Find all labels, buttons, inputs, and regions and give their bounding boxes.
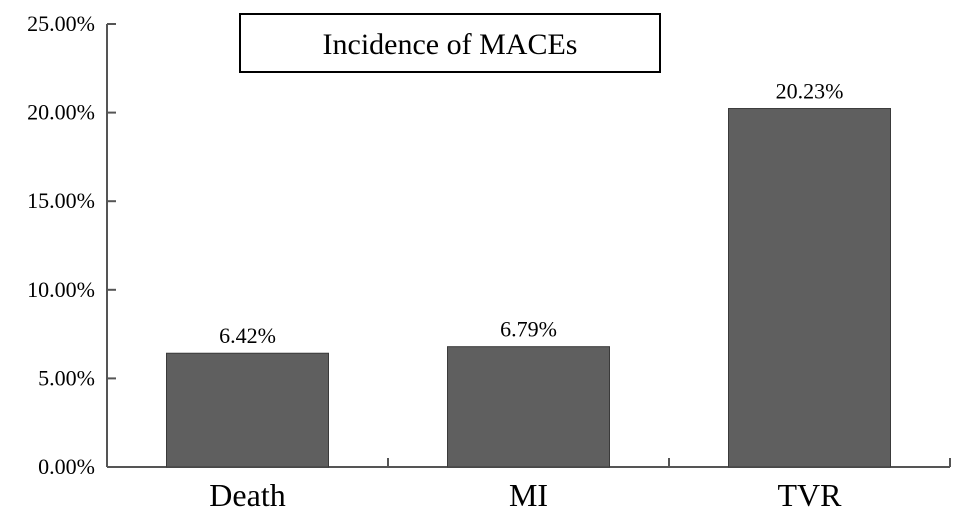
bar-death: [166, 352, 329, 468]
bar-mi: [447, 346, 610, 468]
data-label-tvr: 20.23%: [776, 79, 844, 104]
data-label-death: 6.42%: [219, 323, 276, 348]
y-tick-label-2: 10.00%: [27, 277, 95, 302]
y-tick-label-3: 15.00%: [27, 188, 95, 213]
x-tick-label-death: Death: [209, 477, 285, 513]
y-tick-label-4: 20.00%: [27, 100, 95, 125]
bar-tvr: [728, 108, 891, 468]
x-tick-label-mi: MI: [509, 477, 548, 513]
y-tick-label-1: 5.00%: [38, 365, 95, 390]
y-tick-label-5: 25.00%: [27, 11, 95, 36]
x-tick-label-tvr: TVR: [778, 477, 843, 513]
labels: 0.00% 5.00% 10.00% 15.00% 20.00% 25.00% 6.42% D…: [27, 11, 843, 513]
data-label-mi: 6.79%: [500, 317, 557, 342]
bars: [166, 108, 891, 468]
chart-title-box: Incidence of MACEs: [239, 13, 661, 73]
chart-title: Incidence of MACEs: [323, 28, 578, 61]
chart-title-frame: [239, 13, 661, 73]
y-tick-label-0: 0.00%: [38, 454, 95, 479]
